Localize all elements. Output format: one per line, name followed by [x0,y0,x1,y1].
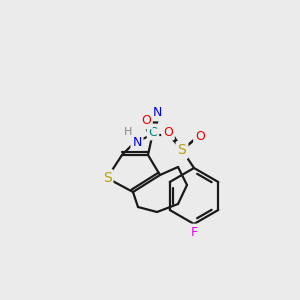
Text: O: O [141,115,151,128]
Text: C: C [148,125,158,139]
Text: O: O [163,125,173,139]
Text: F: F [190,226,198,238]
Text: O: O [195,130,205,142]
Text: H: H [124,127,132,137]
Text: N: N [132,136,142,148]
Text: N: N [152,106,162,119]
Text: S: S [178,143,186,157]
Text: S: S [103,171,111,185]
